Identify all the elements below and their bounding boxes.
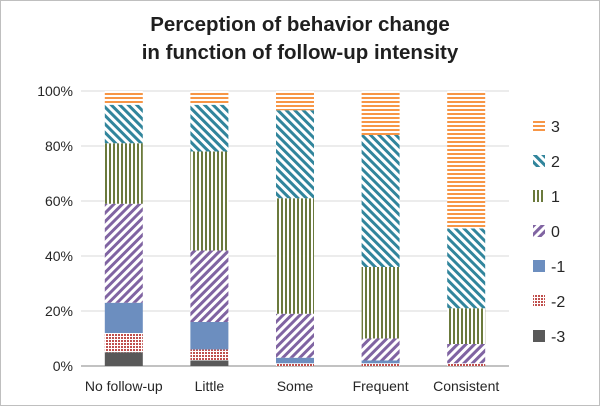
bar-segment xyxy=(190,104,229,152)
bar-segment xyxy=(447,91,486,229)
bar-segment xyxy=(190,349,229,361)
bar-segment xyxy=(190,250,229,322)
chart-title: Perception of behavior change in functio… xyxy=(1,11,599,67)
y-tick-label: 60% xyxy=(45,193,73,209)
bar-segment xyxy=(190,360,229,366)
legend-label: 2 xyxy=(551,154,560,171)
y-axis: 0% 20% 40% 60% 80% 100% xyxy=(37,83,73,374)
legend-label: -3 xyxy=(551,329,565,346)
legend-swatch xyxy=(533,225,545,237)
legend-swatch xyxy=(533,155,545,167)
bar-segment xyxy=(361,338,400,361)
legend: 3 2 1 0 -1 -2 -3 xyxy=(533,119,565,346)
legend-swatch xyxy=(533,295,545,307)
x-tick-label: No follow-up xyxy=(85,378,163,394)
bar-segment xyxy=(104,333,143,353)
y-tick-label: 40% xyxy=(45,248,73,264)
bar-segment xyxy=(276,363,314,366)
y-tick-label: 20% xyxy=(45,303,73,319)
y-tick-label: 100% xyxy=(37,83,73,99)
legend-label: 0 xyxy=(551,224,560,241)
bar-segment xyxy=(104,91,143,105)
legend-label: -1 xyxy=(551,259,565,276)
bar-segment xyxy=(190,322,229,350)
x-tick-label: Consistent xyxy=(433,378,499,394)
bar-segment xyxy=(104,302,143,333)
bar-stack xyxy=(361,91,400,366)
bar-segment xyxy=(361,267,400,339)
legend-swatch xyxy=(533,330,545,342)
bar-segment xyxy=(447,344,486,364)
bar-segment xyxy=(190,151,229,251)
chart-title-line-1: Perception of behavior change xyxy=(150,13,450,36)
legend-item: 0 xyxy=(533,224,560,241)
legend-item: 3 xyxy=(533,119,560,136)
legend-label: -2 xyxy=(551,294,565,311)
bar-segment xyxy=(447,363,486,366)
legend-swatch xyxy=(533,120,545,132)
bar-segment xyxy=(276,91,314,111)
legend-item: -1 xyxy=(533,259,565,276)
legend-swatch xyxy=(533,190,545,202)
bar-segment xyxy=(276,313,314,358)
bar-segment xyxy=(361,360,400,364)
x-tick-label: Some xyxy=(277,378,314,394)
bar-segment xyxy=(190,91,229,105)
bar-segment xyxy=(276,357,314,364)
bar-stack xyxy=(276,91,314,366)
bar-stack xyxy=(447,91,486,366)
bar-segment xyxy=(276,110,314,199)
bar-segment xyxy=(447,228,486,309)
legend-item: 2 xyxy=(533,154,560,171)
bar-segment xyxy=(361,91,400,135)
bars-layer xyxy=(104,91,486,366)
x-tick-label: Frequent xyxy=(353,378,409,394)
bar-segment xyxy=(104,104,143,144)
legend-label: 3 xyxy=(551,119,560,136)
bar-segment xyxy=(361,135,400,267)
x-tick-label: Little xyxy=(195,378,225,394)
bar-segment xyxy=(447,308,486,344)
bar-segment xyxy=(104,203,143,303)
bar-segment xyxy=(361,363,400,366)
bar-segment xyxy=(104,143,143,204)
bar-stack xyxy=(104,91,143,366)
legend-swatch xyxy=(533,260,545,272)
bar-segment xyxy=(104,352,143,366)
legend-label: 1 xyxy=(551,189,560,206)
bar-segment xyxy=(276,198,314,314)
legend-item: 1 xyxy=(533,189,560,206)
legend-item: -2 xyxy=(533,294,565,311)
bar-stack xyxy=(190,91,229,366)
chart-title-line-2: in function of follow-up intensity xyxy=(141,41,459,64)
y-tick-label: 0% xyxy=(53,358,73,374)
x-axis: No follow-up Little Some Frequent Consistent xyxy=(85,378,499,394)
legend-item: -3 xyxy=(533,329,565,346)
y-tick-label: 80% xyxy=(45,138,73,154)
